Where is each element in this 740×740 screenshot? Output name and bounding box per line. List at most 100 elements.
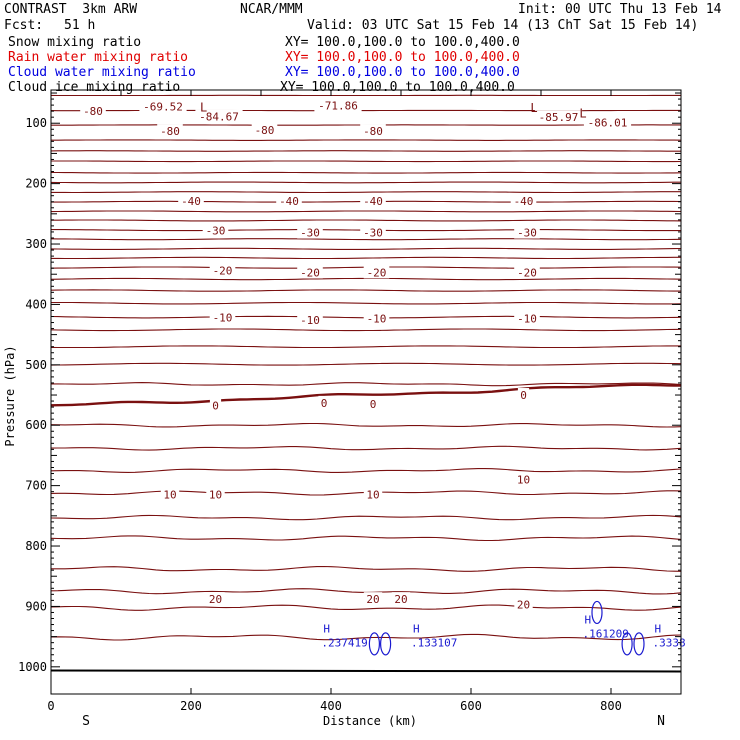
contour-label: -30 (517, 227, 537, 240)
contour-label-background (297, 313, 323, 327)
contour-label-background (297, 265, 323, 279)
contour-label-background (514, 311, 540, 325)
contour-line (51, 301, 682, 305)
org-label: NCAR/MMM (240, 2, 303, 17)
surface-line (50, 669, 682, 673)
contour-label-background (363, 592, 383, 606)
legend-label-rain: Rain water mixing ratio (8, 50, 189, 65)
contour-line (50, 289, 681, 292)
contour-line (51, 171, 682, 174)
contour-label: -10 (300, 314, 320, 327)
contour-labels: -80 -69.52 -84.67 -80 -80 -71.86 -80 -85.97 -86.… (80, 98, 632, 612)
cloud-high-marker: H (323, 623, 330, 636)
contour-label: -10 (517, 312, 537, 325)
contour-line (50, 445, 682, 451)
contour-label-background (209, 263, 236, 277)
contour-label-background (360, 124, 386, 138)
contour-label: 0 (370, 398, 377, 411)
forecast-label: Fcst: (4, 18, 44, 33)
contour-line (50, 383, 681, 407)
y-tick-label: 300 (25, 237, 47, 251)
contour-line (50, 150, 681, 152)
y-tick-label: 200 (25, 177, 47, 191)
contour-label: -20 (213, 265, 233, 278)
model-title: CONTRAST 3km ARW (4, 2, 138, 17)
endpoint-left-label: S (82, 714, 90, 729)
cloud-high-marker: H (585, 614, 592, 627)
legend-xy-cloud-water: XY= 100.0,100.0 to 100.0,400.0 (285, 65, 520, 80)
cloud-water-contour (621, 632, 633, 656)
y-tick-label: 100 (25, 116, 47, 130)
contour-label-background (209, 310, 236, 324)
legend-label-cloud-water: Cloud water mixing ratio (8, 65, 196, 80)
contour-label: 10 (163, 489, 176, 502)
y-tick-label: 700 (25, 479, 47, 493)
contour-line (50, 238, 682, 241)
contour-label-background (178, 194, 204, 208)
contour-label: -80 (363, 125, 383, 138)
contour-label-background (139, 99, 187, 113)
cloud-high-value: .3338 (653, 637, 686, 650)
contour-label: -20 (367, 266, 387, 279)
contour-label-background (363, 265, 390, 279)
legend-label-snow: Snow mixing ratio (8, 35, 142, 50)
y-tick-label: 800 (25, 539, 47, 553)
contour-label: 0 (212, 399, 219, 412)
contour-label: -40 (279, 195, 299, 208)
x-tick-label: 800 (600, 699, 622, 713)
contour-line (51, 382, 682, 387)
contour-label: -85.97 (539, 111, 579, 124)
contour-label: -30 (363, 227, 383, 240)
contour-label: -40 (181, 195, 201, 208)
y-tick-label: 500 (25, 358, 47, 372)
contour-label-background (514, 472, 533, 486)
contour-label-background (510, 194, 537, 208)
contour-label: 0 (321, 397, 328, 410)
x-tick-label: 200 (180, 699, 202, 713)
contour-label-background (80, 104, 106, 118)
valid-time: Valid: 03 UTC Sat 15 Feb 14 (13 ChT Sat … (307, 18, 699, 33)
contour-line (50, 362, 682, 366)
contour-label-background (514, 265, 540, 279)
y-tick-label: 400 (25, 297, 47, 311)
contour-line (50, 604, 682, 611)
contour-label: 0 (520, 389, 527, 402)
contour-label: -40 (363, 195, 383, 208)
cloud-high-value: .161209 (583, 628, 629, 641)
contour-label: -30 (300, 227, 320, 240)
contour-line (50, 633, 682, 641)
cloud-water-contour (591, 600, 603, 625)
y-tick-label: 900 (25, 599, 47, 613)
contour-label: 20 (394, 593, 407, 606)
contour-label-background (202, 223, 229, 237)
legend-xy-rain: XY= 100.0,100.0 to 100.0,400.0 (285, 50, 520, 65)
contour-label-background (534, 110, 583, 124)
contour-label-background (209, 398, 222, 412)
contour-label: -40 (514, 195, 534, 208)
axes: 0 200 400 600 800100200300400500600700800900… (18, 90, 682, 713)
low-marker: L (530, 101, 537, 115)
contour-label: 20 (366, 593, 379, 606)
init-time: Init: 00 UTC Thu 13 Feb 14 (518, 2, 722, 17)
y-axis-label: Pressure (hPa) (3, 345, 17, 446)
contour-label: 20 (209, 593, 222, 606)
contour-line (51, 191, 681, 194)
temperature-contours (50, 94, 682, 641)
contour-label-background (251, 122, 278, 136)
contour-label: -80 (160, 125, 180, 138)
contour-label: 10 (209, 489, 222, 502)
contour-label-background (514, 597, 533, 611)
endpoint-right-label: N (657, 714, 665, 729)
contour-line (51, 139, 682, 141)
contour-label-background (367, 397, 379, 411)
contour-label-background (206, 487, 225, 501)
contour-label: 20 (517, 599, 530, 612)
contour-label-background (314, 98, 362, 112)
contour-label: -80 (83, 105, 103, 118)
legend-xy-cloud-ice: XY= 100.0,100.0 to 100.0,400.0 (280, 80, 515, 95)
contour-label: -71.86 (318, 100, 358, 113)
contour-line (50, 247, 682, 250)
contour-label: 10 (366, 489, 379, 502)
low-marker: L (579, 107, 586, 121)
